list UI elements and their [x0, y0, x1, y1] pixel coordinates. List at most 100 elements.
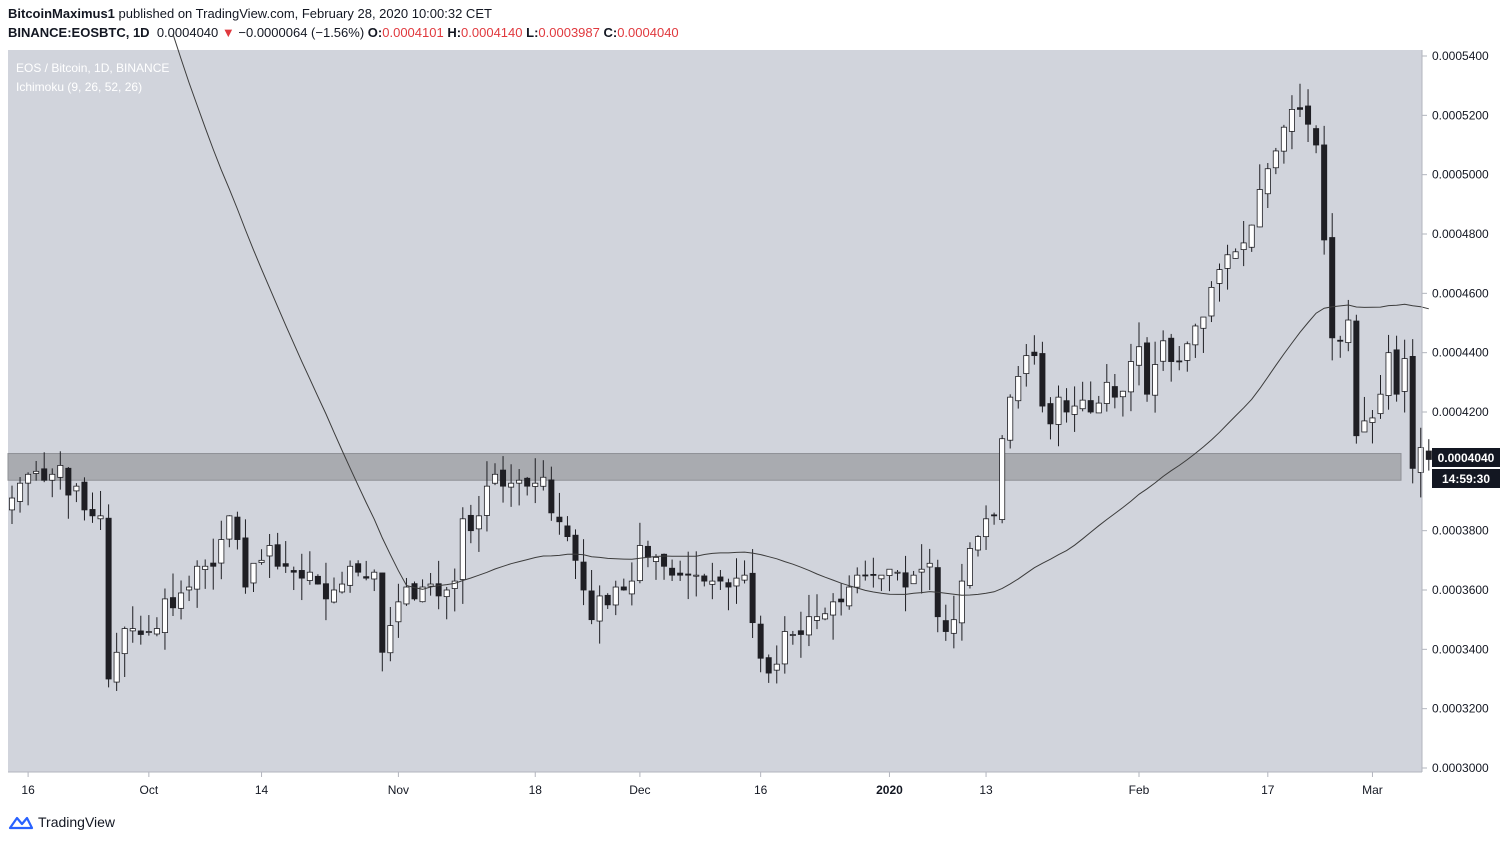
candle — [685, 551, 692, 600]
candle — [701, 573, 708, 587]
candle — [805, 594, 812, 647]
author-name[interactable]: BitcoinMaximus1 — [8, 6, 115, 21]
candle-body — [1224, 254, 1231, 269]
candle — [1264, 163, 1271, 209]
candle-body — [339, 583, 346, 593]
candle-body — [524, 477, 531, 487]
open-value: 0.0004101 — [382, 25, 444, 40]
candle — [137, 615, 144, 645]
candle — [1055, 385, 1062, 447]
candle-body — [290, 570, 297, 573]
candle-body — [636, 545, 643, 582]
candle-body — [49, 473, 56, 481]
candle-body — [363, 576, 370, 579]
candle-body — [781, 631, 788, 665]
candle — [121, 626, 128, 677]
high-value: 0.0004140 — [461, 25, 523, 40]
candle — [1184, 341, 1191, 372]
candle — [1369, 409, 1376, 444]
candle — [129, 606, 136, 643]
candle — [1039, 341, 1046, 413]
candle — [910, 570, 917, 585]
candle-body — [1127, 361, 1134, 393]
candle — [475, 495, 482, 552]
candle — [1297, 83, 1304, 118]
candle-body — [419, 586, 426, 603]
close-label: C: — [603, 25, 618, 40]
x-tick-label: 14 — [255, 783, 269, 797]
candle — [178, 580, 185, 620]
candle-body — [1313, 128, 1320, 146]
candle-body — [355, 563, 362, 573]
x-tick-label: 13 — [979, 783, 993, 797]
candle-body — [1377, 393, 1384, 415]
x-tick-label: Oct — [140, 783, 159, 797]
candle-body — [435, 583, 442, 597]
candle-body — [427, 583, 434, 587]
candle — [363, 560, 370, 581]
candle-body — [1063, 400, 1070, 413]
candle — [902, 555, 909, 612]
candle-body — [1071, 405, 1078, 415]
candle — [1136, 322, 1143, 386]
candle-body — [805, 616, 812, 636]
candle-body — [1079, 399, 1086, 410]
candle — [1385, 334, 1392, 410]
candle — [757, 615, 764, 673]
x-tick-label: Dec — [629, 783, 650, 797]
candle — [1377, 375, 1384, 419]
y-tick-label: 0.0005000 — [1432, 168, 1489, 182]
candle-body — [1039, 353, 1046, 407]
candle — [467, 504, 474, 544]
x-tick-label: 18 — [529, 783, 543, 797]
candle — [612, 580, 619, 616]
candle-body — [1023, 355, 1030, 374]
candle — [1321, 125, 1328, 255]
candle-body — [153, 628, 160, 635]
support-zone[interactable] — [7, 453, 1402, 481]
candle-body — [483, 485, 490, 516]
candle — [1345, 299, 1352, 352]
candle — [765, 654, 772, 683]
candle — [749, 549, 756, 638]
candle — [1272, 147, 1279, 175]
candle-body — [733, 577, 740, 587]
candle-body — [999, 438, 1006, 520]
candle-body — [1200, 316, 1207, 329]
candle-body — [1103, 381, 1110, 404]
candle-body — [1272, 150, 1279, 169]
candle — [1192, 323, 1199, 358]
candle-body — [862, 574, 869, 577]
tradingview-logo-icon — [8, 816, 34, 830]
symbol-label: BINANCE:EOSBTC, 1D — [8, 25, 150, 40]
candle — [1015, 365, 1022, 409]
candle-body — [1385, 352, 1392, 396]
candle-body — [169, 597, 176, 609]
indicator-legend[interactable]: Ichimoku (9, 26, 52, 26) — [16, 80, 142, 94]
candle-body — [266, 545, 273, 557]
footer-brand[interactable]: TradingView — [8, 814, 115, 830]
candle-body — [314, 575, 321, 585]
candle-body — [137, 630, 144, 635]
candle-body — [910, 574, 917, 585]
candle — [339, 571, 346, 594]
candle-body — [234, 516, 241, 540]
candle-body — [467, 514, 474, 532]
candle — [999, 435, 1006, 524]
candle — [524, 476, 531, 496]
candle-body — [765, 657, 772, 674]
candle — [145, 615, 152, 636]
candle-body — [532, 482, 539, 487]
publish-info: BitcoinMaximus1 published on TradingView… — [8, 6, 492, 21]
candle-body — [1240, 242, 1247, 251]
candle-body — [1031, 351, 1038, 357]
candle — [274, 532, 281, 570]
candle-body — [709, 580, 716, 585]
candle — [89, 492, 96, 523]
candle — [186, 575, 193, 602]
plot-area[interactable] — [8, 50, 1422, 772]
candle-body — [186, 586, 193, 591]
candle — [653, 554, 660, 580]
candle-body — [1144, 342, 1151, 395]
